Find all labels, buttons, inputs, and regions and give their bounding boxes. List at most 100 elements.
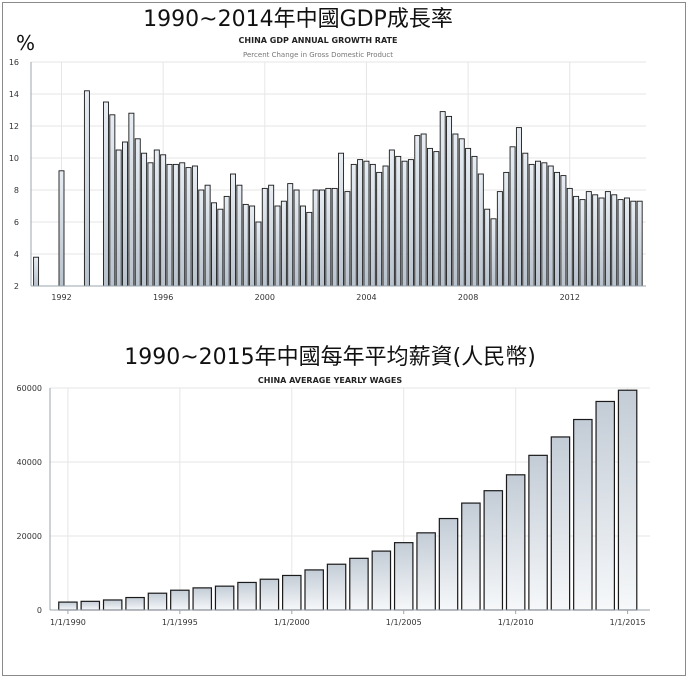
wage-bar <box>371 550 392 611</box>
gdp-bar <box>547 165 554 287</box>
wage-bar <box>58 601 78 611</box>
wage-bar <box>505 474 526 611</box>
gdp-bar <box>249 205 256 287</box>
gdp-bar <box>554 171 561 287</box>
gdp-y-tick-label: 2 <box>14 282 19 291</box>
wage-bar <box>214 585 235 611</box>
gdp-bar <box>344 191 351 287</box>
gdp-bar <box>141 152 148 287</box>
gdp-y-tick-label: 16 <box>9 58 19 67</box>
gdp-chart-caption: Percent Change in Gross Domestic Product <box>243 51 393 59</box>
gdp-bar <box>407 159 414 287</box>
wage-bar <box>550 436 571 611</box>
gdp-bar <box>452 133 459 287</box>
gdp-bar <box>401 160 408 287</box>
wage-bar <box>438 517 459 611</box>
wage-x-tick-label: 1/1/2015 <box>610 618 646 627</box>
gdp-bar <box>312 189 319 287</box>
gdp-bar <box>153 149 160 287</box>
gdp-bar <box>604 191 611 287</box>
gdp-bar <box>388 149 395 287</box>
gdp-x-tick-label: 2000 <box>255 293 275 302</box>
gdp-bar <box>280 200 287 287</box>
gdp-bar <box>306 211 313 287</box>
wage-x-tick-label: 1/1/2000 <box>274 618 310 627</box>
wage-bar <box>192 587 213 611</box>
gdp-bar <box>522 152 529 287</box>
gdp-bar <box>210 202 217 287</box>
gdp-bar <box>357 159 364 287</box>
gdp-bar <box>490 218 497 287</box>
gdp-bar <box>172 163 179 287</box>
gdp-bar <box>433 151 440 287</box>
gdp-bar <box>319 189 325 287</box>
wage-bar <box>326 563 347 611</box>
gdp-bar <box>236 184 243 287</box>
gdp-x-tick-label: 2004 <box>356 293 376 302</box>
gdp-y-tick-label: 6 <box>14 218 19 227</box>
gdp-bar <box>395 155 402 287</box>
gdp-bar <box>541 162 548 287</box>
gdp-unit-label: % <box>16 31 35 55</box>
gdp-bar <box>109 114 116 287</box>
wage-bar <box>259 578 280 611</box>
gdp-bar <box>191 165 198 287</box>
gdp-y-tick-label: 4 <box>14 250 19 259</box>
gdp-bar <box>122 141 129 287</box>
gdp-bar <box>535 160 541 287</box>
gdp-bar <box>230 173 237 287</box>
gdp-bar <box>630 200 637 287</box>
wage-bar <box>349 557 369 611</box>
gdp-bar <box>350 163 357 287</box>
gdp-bar <box>579 199 586 287</box>
gdp-bar <box>115 149 122 287</box>
gdp-bar <box>420 133 427 287</box>
gdp-y-tick-label: 14 <box>9 90 19 99</box>
wage-x-tick-label: 1/1/1990 <box>50 618 86 627</box>
gdp-bar <box>147 162 154 287</box>
wage-chart-title: 1990~2015年中國每年平均薪資(人民幣) <box>124 345 536 370</box>
gdp-bar <box>160 154 167 287</box>
gdp-bar <box>102 101 109 287</box>
gdp-bar <box>515 127 522 287</box>
wage-x-tick-label: 1/1/2010 <box>498 618 534 627</box>
wage-y-tick-label: 20000 <box>17 532 42 541</box>
wage-y-tick-label: 0 <box>37 606 42 615</box>
gdp-bar <box>83 90 90 287</box>
gdp-bar <box>560 175 567 287</box>
gdp-bar <box>204 184 211 287</box>
wage-bar <box>573 418 593 611</box>
gdp-bar <box>58 170 65 287</box>
gdp-bar <box>274 205 281 287</box>
gdp-chart-subtitle: CHINA GDP ANNUAL GROWTH RATE <box>239 36 398 45</box>
wage-bar <box>170 589 190 611</box>
wage-y-tick-label: 60000 <box>17 384 42 393</box>
gdp-bar <box>369 163 376 287</box>
gdp-x-tick-label: 1996 <box>153 293 173 302</box>
gdp-bar <box>128 112 135 287</box>
wage-bar <box>393 542 414 611</box>
gdp-bar <box>446 115 453 287</box>
gdp-bar <box>134 138 141 287</box>
wage-x-tick-label: 1/1/1995 <box>162 618 198 627</box>
gdp-bar <box>471 155 478 287</box>
wage-bar <box>483 490 504 611</box>
gdp-chart-title: 1990~2014年中國GDP成長率 <box>143 7 453 32</box>
gdp-bar <box>528 163 535 287</box>
gdp-growth-chart: 1990~2014年中國GDP成長率 % CHINA GDP ANNUAL GR… <box>9 7 646 302</box>
gdp-bar <box>217 208 224 287</box>
wage-bar <box>304 569 324 611</box>
gdp-bar <box>185 167 192 287</box>
gdp-bar <box>573 195 580 287</box>
gdp-bar <box>338 152 345 287</box>
wage-chart-subtitle: CHINA AVERAGE YEARLY WAGES <box>258 376 402 385</box>
gdp-bar <box>458 138 465 287</box>
gdp-bar <box>287 183 294 287</box>
gdp-bar <box>414 135 421 287</box>
gdp-bar <box>585 191 592 287</box>
wage-chart: 1990~2015年中國每年平均薪資(人民幣) CHINA AVERAGE YE… <box>17 345 650 627</box>
gdp-bar <box>503 171 510 287</box>
wage-bar <box>416 532 436 611</box>
gdp-bar <box>376 171 383 287</box>
gdp-bar <box>382 165 389 287</box>
